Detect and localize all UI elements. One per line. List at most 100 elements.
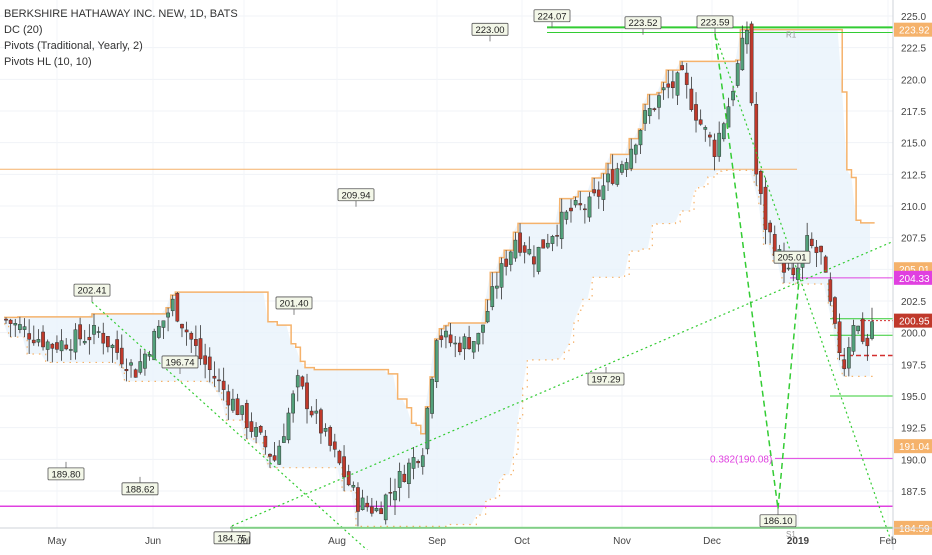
- candle-body: [420, 455, 425, 467]
- candle-body: [82, 340, 87, 344]
- candle-body: [490, 286, 495, 308]
- candle-body: [87, 336, 92, 341]
- candle-body: [541, 239, 546, 249]
- candle-body: [305, 382, 309, 410]
- candle-body: [360, 497, 365, 511]
- x-tick-label: 2019: [787, 536, 810, 547]
- x-tick-label: Sep: [428, 536, 446, 547]
- fib-label: 0.382(190.08): [710, 454, 772, 465]
- candle-body: [152, 330, 157, 361]
- candle-body: [147, 354, 152, 357]
- pivot-hl-label: 189.80: [51, 469, 80, 480]
- candle-body: [768, 222, 772, 233]
- candle-body: [143, 353, 147, 369]
- candle-body: [226, 391, 231, 406]
- candle-body: [657, 95, 661, 108]
- candle-body: [453, 342, 458, 345]
- candle-body: [268, 453, 272, 457]
- candle-body: [96, 331, 101, 333]
- candle-body: [309, 410, 314, 416]
- pivot-hl-label: 197.29: [591, 374, 620, 385]
- candle-body: [545, 242, 550, 248]
- pivot-hl-label: 202.41: [77, 286, 106, 297]
- candle-body: [666, 83, 671, 88]
- candle-body: [856, 325, 860, 332]
- candle-body: [166, 312, 170, 318]
- candle-body: [647, 108, 652, 117]
- x-tick-label: Dec: [703, 536, 721, 547]
- candle-body: [254, 427, 258, 437]
- candle-body: [615, 168, 620, 185]
- candle-body: [337, 450, 342, 464]
- legend-title: BERKSHIRE HATHAWAY INC. NEW, 1D, BATS: [4, 8, 238, 20]
- candle-body: [518, 232, 522, 253]
- candle-body: [351, 484, 356, 488]
- pivot-hl-label: 188.62: [125, 484, 154, 495]
- candle-body: [439, 335, 444, 340]
- pivot-hl-box: [773, 250, 811, 264]
- price-tag-label: 205.01: [899, 265, 930, 276]
- candle-body: [129, 362, 133, 366]
- candle-body: [731, 90, 735, 101]
- candle-body: [712, 139, 717, 157]
- trend-lines: [91, 33, 894, 555]
- candle-body: [735, 63, 740, 86]
- pivot-hl-box: [73, 283, 111, 297]
- y-tick-label: 217.5: [901, 107, 926, 118]
- candle-body: [717, 132, 722, 157]
- candle-body: [180, 323, 184, 329]
- candle-body: [379, 508, 383, 515]
- candle-body: [448, 334, 453, 344]
- candle-body: [119, 347, 124, 365]
- y-tick-label: 210.0: [901, 202, 926, 213]
- price-tag-bg: [894, 313, 932, 328]
- candle-body: [860, 318, 865, 342]
- candle-body: [194, 339, 198, 346]
- candle-body: [596, 189, 601, 197]
- candle-body: [680, 65, 684, 70]
- candle-body: [64, 344, 69, 350]
- candle-body: [721, 123, 726, 140]
- x-tick-label: Jul: [238, 536, 251, 547]
- pivot-hl-label: 223.52: [628, 18, 657, 29]
- candle-body: [870, 321, 874, 339]
- price-axis: 187.5 190.0 192.5 195.0 197.5 200.0 202.5 205.0…: [892, 0, 932, 550]
- candle-body: [425, 407, 430, 450]
- candle-body: [59, 340, 64, 352]
- candle-body: [295, 375, 300, 388]
- candle-body: [823, 256, 828, 273]
- candle-body: [758, 170, 763, 194]
- price-tag-bg: [894, 22, 932, 37]
- candle-body: [115, 339, 120, 353]
- candle-body: [842, 359, 847, 370]
- pivot-hl-label: 196.74: [165, 357, 194, 368]
- y-tick-label: 192.5: [901, 424, 926, 435]
- candle-body: [101, 332, 106, 344]
- candle-body: [411, 457, 416, 469]
- candle-body: [323, 428, 328, 432]
- price-tag-label: 200.95: [899, 317, 930, 328]
- time-axis: May Jun Jul Aug Sep Oct Nov Dec 2019 Feb: [0, 527, 932, 547]
- candle-body: [457, 342, 462, 353]
- y-tick-label: 187.5: [901, 487, 926, 498]
- price-tag-label: 223.92: [899, 26, 930, 37]
- candle-body: [578, 203, 583, 206]
- candle-body: [587, 196, 592, 218]
- candle-body: [133, 369, 138, 378]
- candle-body: [22, 326, 27, 330]
- candle-body: [397, 471, 402, 488]
- pivot-hl-box: [759, 514, 797, 528]
- donchian-area: [4, 29, 870, 527]
- candle-body: [31, 339, 36, 344]
- price-tag-bg: [894, 270, 932, 285]
- candle-body: [374, 507, 379, 512]
- candle-body: [471, 341, 476, 353]
- candle-body: [508, 251, 513, 265]
- candle-body: [175, 293, 180, 322]
- candle-body: [106, 336, 110, 348]
- y-tick-label: 207.5: [901, 234, 926, 245]
- candle-body: [583, 208, 587, 211]
- candle-body: [203, 355, 208, 365]
